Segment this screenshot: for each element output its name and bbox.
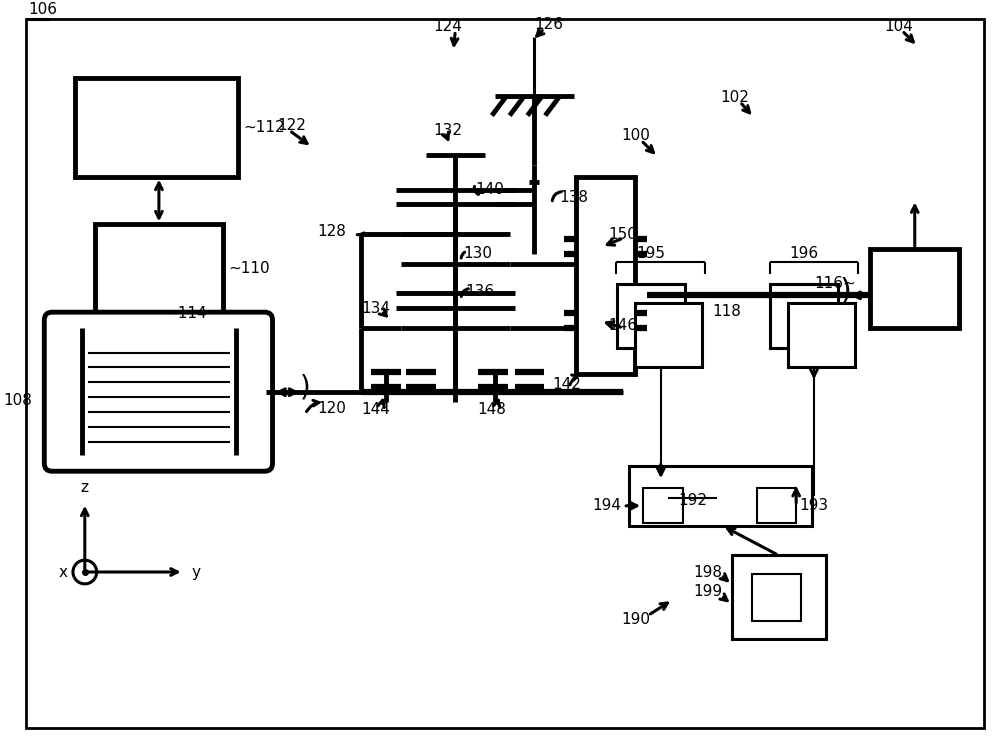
Text: 142: 142 (552, 377, 581, 392)
Text: 140: 140 (475, 182, 504, 197)
Text: 196: 196 (790, 246, 819, 261)
Text: y: y (192, 565, 201, 579)
Text: x: x (59, 565, 68, 579)
Text: ): ) (300, 373, 311, 401)
Text: 194: 194 (592, 498, 621, 514)
Text: 195: 195 (636, 246, 665, 261)
Text: z: z (81, 480, 89, 495)
Bar (75, 78, 238, 177)
Text: ): ) (840, 277, 852, 306)
Bar (643, 488, 683, 523)
Bar (788, 303, 855, 368)
Text: 150: 150 (608, 227, 637, 241)
Text: 146: 146 (608, 317, 637, 333)
Text: ~110: ~110 (228, 261, 270, 276)
Text: 124: 124 (434, 19, 462, 34)
Text: 128: 128 (318, 224, 347, 238)
Bar (732, 555, 826, 639)
Bar (635, 303, 702, 368)
Bar (629, 466, 812, 525)
Text: 116~: 116~ (815, 276, 856, 291)
Text: 102: 102 (720, 90, 749, 106)
Text: 132: 132 (434, 123, 463, 138)
Text: 100: 100 (621, 128, 650, 143)
Text: 122: 122 (277, 118, 306, 133)
Text: ~114: ~114 (166, 306, 207, 320)
Text: ~112: ~112 (243, 120, 285, 135)
Text: 190: 190 (621, 612, 650, 627)
Text: 144: 144 (361, 402, 390, 418)
Text: 192: 192 (678, 493, 707, 508)
Text: 134: 134 (361, 300, 390, 316)
Text: 199: 199 (693, 584, 722, 599)
Bar (95, 224, 223, 313)
Text: 104: 104 (884, 19, 913, 34)
Bar (757, 488, 796, 523)
Text: 193: 193 (799, 498, 828, 514)
Text: 136: 136 (465, 284, 494, 299)
Text: 120: 120 (317, 401, 346, 416)
Text: 198: 198 (693, 565, 722, 579)
Text: 130: 130 (463, 246, 492, 261)
Bar (576, 177, 635, 374)
Text: 106: 106 (28, 1, 57, 17)
Text: 108: 108 (4, 393, 32, 407)
Text: 148: 148 (477, 402, 506, 418)
Bar (752, 574, 801, 621)
Text: 126: 126 (534, 17, 563, 32)
Text: 118: 118 (712, 303, 741, 319)
Bar (870, 249, 959, 328)
Text: 138: 138 (559, 190, 588, 205)
Bar (770, 283, 838, 348)
FancyBboxPatch shape (44, 312, 273, 472)
Bar (617, 283, 685, 348)
